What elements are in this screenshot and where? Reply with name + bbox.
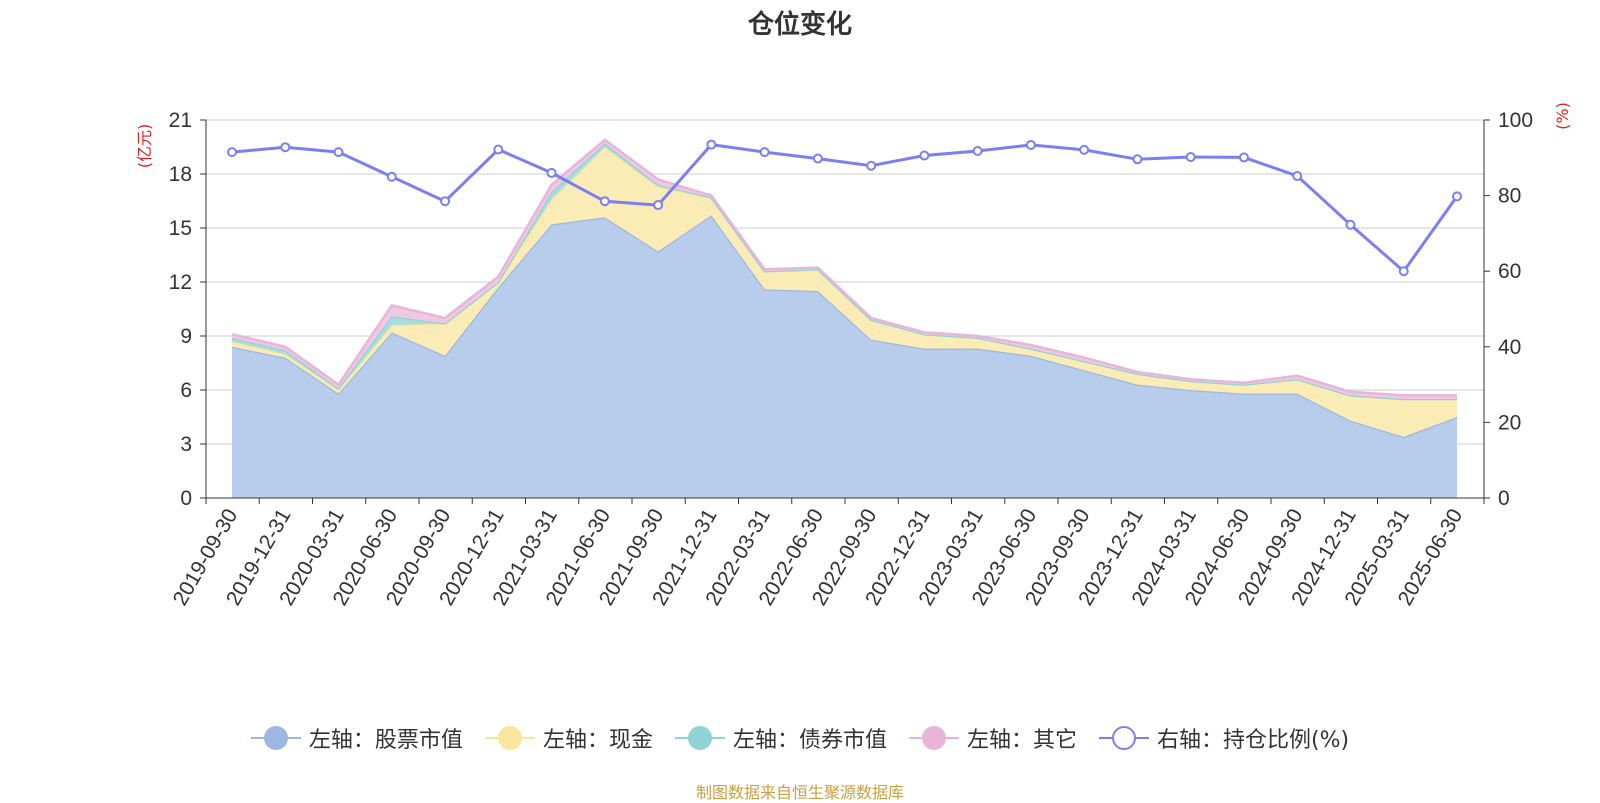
right-tick-label: 60	[1498, 260, 1521, 283]
ratio-point	[972, 145, 983, 156]
ratio-point	[1345, 219, 1356, 230]
ratio-point	[812, 153, 823, 164]
ratio-point	[1079, 144, 1090, 155]
ratio-point	[386, 171, 397, 182]
left-tick-label: 0	[180, 487, 192, 510]
right-tick-label: 40	[1498, 336, 1521, 359]
area-2	[232, 147, 1457, 437]
legend-item-2[interactable]: 左轴：现金	[484, 722, 653, 754]
ratio-point	[1238, 152, 1249, 163]
left-tick-label: 15	[169, 217, 192, 240]
ratio-point	[866, 160, 877, 171]
ratio-point	[1185, 152, 1196, 163]
ratio-point	[493, 144, 504, 155]
left-tick-label: 12	[169, 271, 192, 294]
left-tick-label: 6	[180, 379, 192, 402]
ratio-point	[227, 147, 237, 158]
right-tick-label: 0	[1498, 487, 1510, 510]
stacked-areas	[231, 138, 1458, 498]
left-tick-label: 18	[169, 163, 192, 186]
legend-label: 左轴：股票市值	[308, 728, 463, 753]
legend-swatch-icon	[250, 726, 301, 750]
ratio-point	[1292, 170, 1303, 181]
legend-item-4[interactable]: 左轴：其它	[908, 722, 1077, 754]
ratio-point	[546, 167, 557, 178]
legend-label: 左轴：债券市值	[732, 728, 887, 753]
area-edge-4	[231, 138, 1457, 397]
data-source-note: 制图数据来自恒生聚源数据库	[695, 783, 904, 802]
legend-item-5[interactable]: 右轴：持仓比例(%)	[1098, 722, 1350, 754]
legend-swatch-icon	[674, 726, 725, 750]
legend-swatch-icon	[1098, 726, 1149, 750]
chart-title: 仓位变化	[747, 10, 852, 40]
legend-label: 右轴：持仓比例(%)	[1156, 728, 1350, 753]
chart-legend: 左轴：股票市值 左轴：现金 左轴：债券市值 左轴：其它 右轴：持仓比例(%)	[0, 722, 1600, 754]
legend-swatch-icon	[908, 726, 959, 750]
right-tick-label: 80	[1498, 185, 1521, 208]
legend-item-3[interactable]: 左轴：债券市值	[674, 722, 887, 754]
left-tick-label: 3	[180, 433, 192, 456]
right-tick-label: 20	[1498, 411, 1521, 434]
ratio-point	[1398, 266, 1409, 277]
ratio-point	[333, 147, 344, 158]
left-tick-label: 9	[180, 325, 192, 348]
ratio-point	[599, 196, 610, 207]
ratio-point	[1452, 191, 1462, 202]
area-edge-3	[231, 141, 1457, 401]
ratio-line-path	[231, 143, 1459, 274]
ratio-line	[227, 139, 1462, 277]
legend-label: 左轴：其它	[966, 728, 1077, 753]
right-axis-unit: (%)	[1553, 102, 1572, 130]
ratio-point	[440, 196, 451, 207]
position-change-chart: 036912151821020406080100(亿元)(%)2019-09-3…	[135, 102, 1572, 609]
legend-label: 左轴：现金	[542, 728, 653, 753]
ratio-point	[1132, 154, 1143, 165]
ratio-point	[706, 139, 717, 150]
legend-item-1[interactable]: 左轴：股票市值	[250, 722, 463, 754]
ratio-point	[759, 147, 770, 158]
ratio-point	[1025, 139, 1036, 150]
left-tick-label: 21	[169, 109, 192, 132]
right-tick-label: 100	[1498, 109, 1533, 132]
left-axis-unit: (亿元)	[135, 124, 154, 169]
legend-swatch-icon	[484, 726, 535, 750]
area-1	[232, 215, 1457, 498]
ratio-point	[919, 150, 930, 161]
ratio-point	[280, 142, 291, 153]
ratio-point	[653, 200, 664, 211]
